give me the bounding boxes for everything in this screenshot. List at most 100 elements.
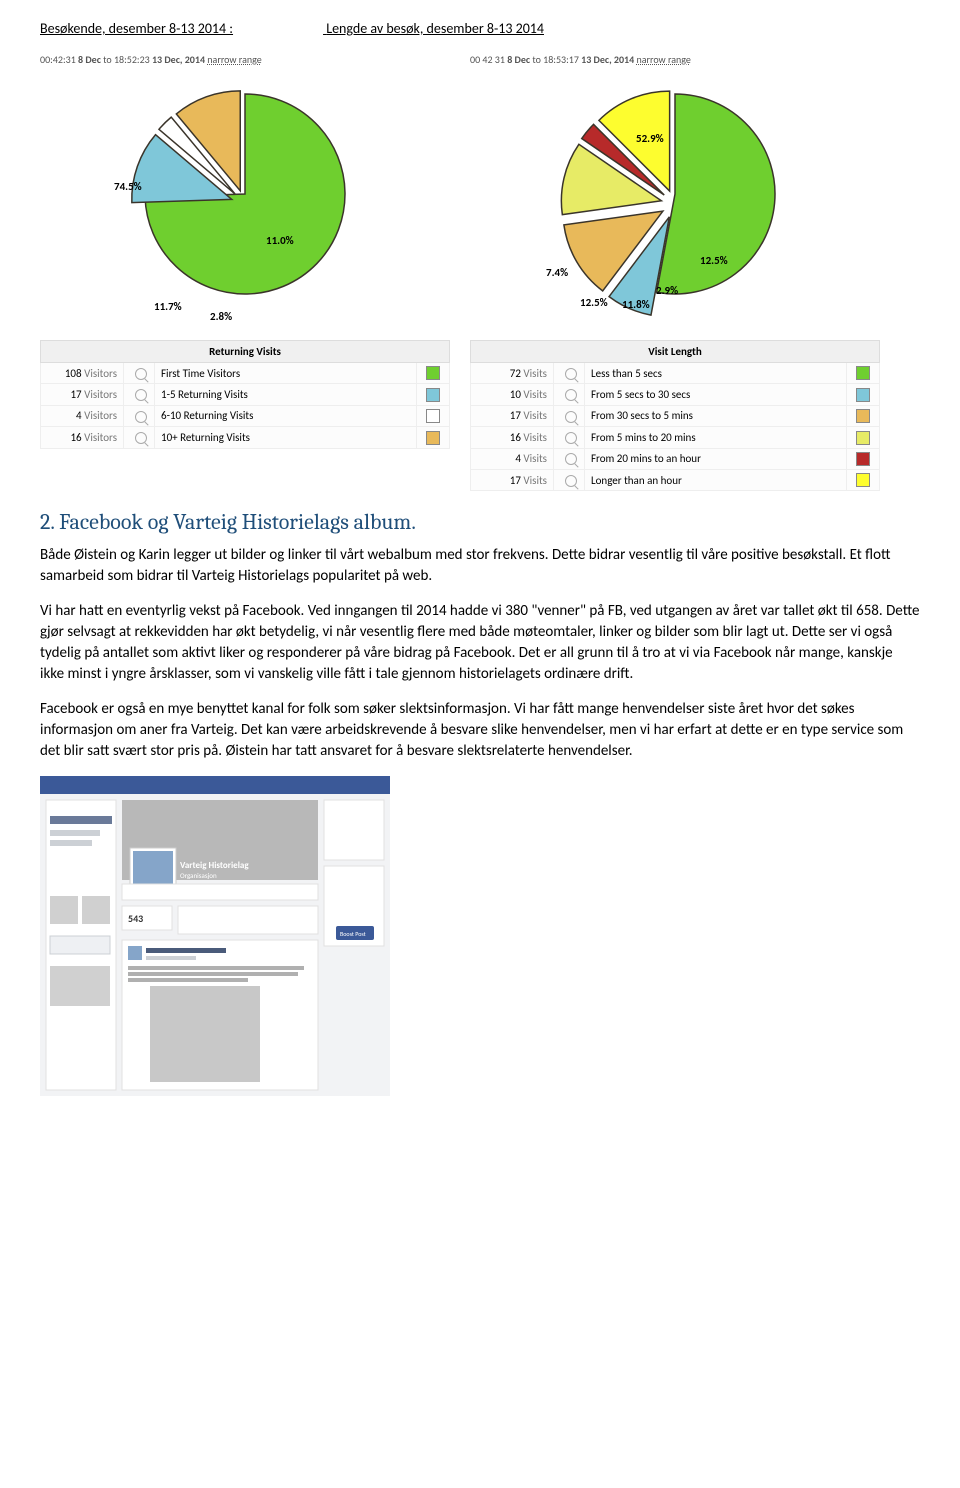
fb-post-name — [146, 948, 226, 953]
section-para1: Både Øistein og Karin legger ut bilder o… — [40, 545, 920, 587]
chart2-to: to — [532, 53, 541, 66]
pct-11-8: 11.8% — [622, 298, 650, 311]
legend-label: Less than 5 secs — [585, 363, 847, 384]
legend-label: Longer than an hour — [585, 469, 847, 490]
fb-post-txt2 — [128, 972, 298, 976]
pct-11-0: 11.0% — [266, 234, 294, 247]
fb-side-sq2 — [82, 896, 110, 924]
chart2-end-time: 18:53:17 — [543, 53, 579, 66]
magnifier-icon — [565, 411, 577, 423]
magnifier-icon — [565, 453, 577, 465]
chart1-pie: 74.5% 11.7% 2.8% 11.0% — [40, 74, 450, 334]
magnifier-icon — [135, 368, 147, 380]
chart2-start-date: 8 Dec — [507, 53, 530, 66]
legend-mag — [554, 448, 585, 469]
legend-label: 1-5 Returning Visits — [155, 384, 417, 405]
fb-thumb-svg: Varteig Historielag Organisasjon 543 Boo… — [40, 776, 390, 1096]
fb-likes: 543 — [128, 912, 143, 925]
legend-swatch — [847, 405, 880, 426]
pct-12-5b: 12.5% — [700, 254, 728, 267]
legend-row: 16 Visitors 10+ Returning Visits — [41, 427, 450, 448]
pct-2-8: 2.8% — [210, 310, 232, 323]
chart2-end-date: 13 Dec, 2014 — [581, 53, 634, 66]
legend-mag — [554, 405, 585, 426]
section-para2: Vi har hatt en eventyrlig vekst på Faceb… — [40, 601, 920, 685]
chart2-start-time: 00 42 31 — [470, 53, 505, 66]
fb-side-line3 — [50, 840, 92, 846]
pct-12-5a: 12.5% — [580, 296, 608, 309]
legend-mag — [124, 405, 155, 426]
legend-count: 4 Visitors — [41, 405, 124, 426]
legend-count: 4 Visits — [471, 448, 554, 469]
fb-post-txt3 — [128, 978, 248, 982]
chart2-pie: 52.9% 7.4% 12.5% 11.8% 2.9% 12.5% — [470, 74, 880, 334]
fb-composer — [178, 906, 318, 934]
chart1-start-time: 00:42:31 — [40, 53, 76, 66]
legend-mag — [124, 363, 155, 384]
chart1-start-date: 8 Dec — [78, 53, 101, 66]
pie1-svg — [115, 74, 375, 334]
fb-post-txt1 — [128, 966, 304, 970]
legend-row: 72 Visits Less than 5 secs — [471, 363, 880, 384]
legend-label: From 5 secs to 30 secs — [585, 384, 847, 405]
fb-side-line2 — [50, 830, 100, 836]
legend-swatch — [417, 363, 450, 384]
legend-row: 4 Visits From 20 mins to an hour — [471, 448, 880, 469]
legend-mag — [124, 384, 155, 405]
fb-boost-label: Boost Post — [340, 930, 366, 938]
chart2-legend-title: Visit Length — [471, 341, 880, 363]
returning-visits-chart: 00:42:31 8 Dec to 18:52:23 13 Dec, 2014 … — [40, 49, 450, 491]
header-left: Besøkende, desember 8-13 2014 : — [40, 20, 233, 37]
legend-row: 16 Visits From 5 mins to 20 mins — [471, 427, 880, 448]
magnifier-icon — [565, 389, 577, 401]
chart1-legend: Returning Visits 108 Visitors First Time … — [40, 340, 450, 449]
fb-side-sq1 — [50, 896, 78, 924]
magnifier-icon — [565, 475, 577, 487]
legend-row: 17 Visits Longer than an hour — [471, 469, 880, 490]
pct-11-7: 11.7% — [154, 300, 182, 313]
legend-mag — [554, 384, 585, 405]
fb-post-avatar — [128, 946, 142, 960]
legend-count: 17 Visits — [471, 469, 554, 490]
legend-row: 17 VisitsFrom 30 secs to 5 mins — [471, 405, 880, 426]
chart1-legend-title: Returning Visits — [41, 341, 450, 363]
fb-promote-btn — [50, 936, 110, 954]
legend-count: 16 Visits — [471, 427, 554, 448]
legend-label: First Time Visitors — [155, 363, 417, 384]
legend-label: From 20 mins to an hour — [585, 448, 847, 469]
fb-page-type: Organisasjon — [180, 871, 217, 880]
legend-mag — [554, 469, 585, 490]
legend-count: 17 Visitors — [41, 384, 124, 405]
chart2-legend: Visit Length 72 Visits Less than 5 secs10… — [470, 340, 880, 491]
legend-count: 72 Visits — [471, 363, 554, 384]
legend-mag — [554, 363, 585, 384]
legend-label: 6-10 Returning Visits — [155, 405, 417, 426]
legend-mag — [554, 427, 585, 448]
header-right: Lengde av besøk, desember 8-13 2014 — [326, 20, 544, 37]
magnifier-icon — [135, 389, 147, 401]
fb-side-line1 — [50, 816, 112, 824]
chart1-end-time: 18:52:23 — [114, 53, 150, 66]
magnifier-icon — [135, 411, 147, 423]
section-title: 2. Facebook og Varteig Historielags albu… — [40, 509, 920, 535]
facebook-thumbnail: Varteig Historielag Organisasjon 543 Boo… — [40, 776, 390, 1101]
legend-count: 108 Visitors — [41, 363, 124, 384]
legend-swatch — [417, 384, 450, 405]
legend-row: 10 VisitsFrom 5 secs to 30 secs — [471, 384, 880, 405]
charts-row: 00:42:31 8 Dec to 18:52:23 13 Dec, 2014 … — [40, 49, 920, 491]
fb-post-img — [150, 986, 260, 1082]
pct-7-4: 7.4% — [546, 266, 568, 279]
fb-topbar — [40, 776, 390, 794]
legend-swatch — [847, 363, 880, 384]
chart2-meta: 00 42 31 8 Dec to 18:53:17 13 Dec, 2014 … — [470, 49, 880, 70]
pct-74-5: 74.5% — [114, 180, 142, 193]
magnifier-icon — [135, 432, 147, 444]
legend-swatch — [847, 469, 880, 490]
fb-nav — [122, 884, 318, 900]
legend-label: From 5 mins to 20 mins — [585, 427, 847, 448]
legend-label: 10+ Returning Visits — [155, 427, 417, 448]
legend-row: 4 Visitors 6-10 Returning Visits — [41, 405, 450, 426]
magnifier-icon — [565, 368, 577, 380]
legend-swatch — [847, 448, 880, 469]
legend-count: 16 Visitors — [41, 427, 124, 448]
